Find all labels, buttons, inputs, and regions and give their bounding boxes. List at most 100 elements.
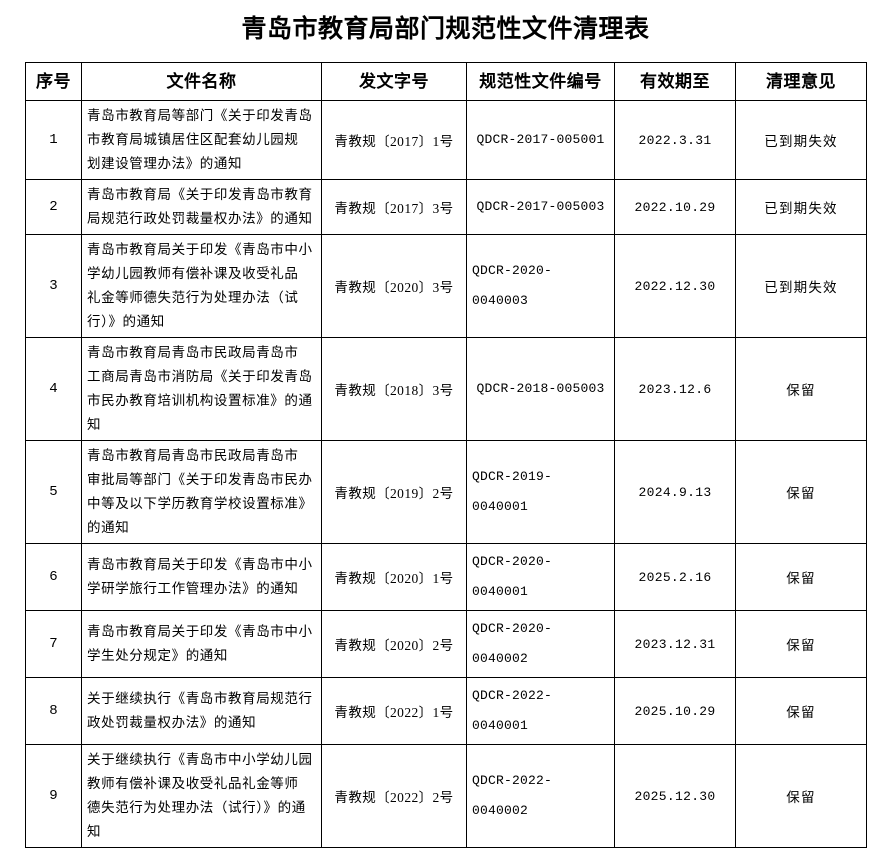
cell-document-code: QDCR-2020- 0040002: [466, 610, 615, 678]
document-name-line: 学研学旅行工作管理办法》的通知: [87, 581, 299, 596]
cell-valid-until: 2025.2.16: [614, 543, 736, 611]
document-name-line: 划建设管理办法》的通知: [87, 156, 243, 171]
cell-cleanup-opinion: 保留: [735, 610, 867, 678]
cell-issue-number: 青教规〔2020〕3号: [321, 234, 467, 338]
cell-valid-until: 2022.3.31: [614, 100, 736, 180]
document-code-line: QDCR-2020-: [472, 263, 553, 278]
table-header: 序号 文件名称 发文字号 规范性文件编号 有效期至 清理意见: [25, 62, 867, 101]
cell-sequence: 6: [25, 543, 82, 611]
table-body: 1 青岛市教育局等部门《关于印发青岛 市教育局城镇居住区配套幼儿园规 划建设管理办法》…: [25, 100, 867, 848]
cell-document-name: 青岛市教育局关于印发《青岛市中小 学生处分规定》的通知: [81, 610, 322, 678]
cell-valid-until: 2022.12.30: [614, 234, 736, 338]
document-name-line: 青岛市教育局青岛市民政局青岛市: [87, 448, 299, 463]
document-name-line: 行）》的通知: [87, 314, 165, 329]
document-name-line: 知: [87, 417, 102, 432]
document-name-line: 青岛市教育局《关于印发青岛市教育: [87, 187, 313, 202]
cell-issue-number: 青教规〔2017〕3号: [321, 179, 467, 235]
document-name-line: 市民办教育培训机构设置标准》的通: [87, 393, 313, 408]
column-header-document-name: 文件名称: [81, 62, 322, 101]
cell-cleanup-opinion: 已到期失效: [735, 100, 867, 180]
document-code-line: QDCR-2019-: [472, 469, 553, 484]
table-row: 9 关于继续执行《青岛市中小学幼儿园 教师有偿补课及收受礼品礼金等师 德失范行为处理办…: [25, 744, 867, 848]
cell-valid-until: 2022.10.29: [614, 179, 736, 235]
cell-document-name: 青岛市教育局青岛市民政局青岛市 工商局青岛市消防局《关于印发青岛 市民办教育培训机构…: [81, 337, 322, 441]
cell-valid-until: 2025.12.30: [614, 744, 736, 848]
regulatory-document-cleanup-table: 序号 文件名称 发文字号 规范性文件编号 有效期至 清理意见 1 青岛市教育局等部…: [25, 62, 867, 848]
document-code-line: 0040003: [472, 293, 529, 308]
cell-document-code: QDCR-2022- 0040002: [466, 744, 615, 848]
cell-sequence: 1: [25, 100, 82, 180]
cell-valid-until: 2025.10.29: [614, 677, 736, 745]
column-header-valid-until: 有效期至: [614, 62, 736, 101]
column-header-document-code: 规范性文件编号: [466, 62, 615, 101]
document-name-line: 关于继续执行《青岛市教育局规范行: [87, 691, 313, 706]
cell-valid-until: 2023.12.6: [614, 337, 736, 441]
document-name-line: 工商局青岛市消防局《关于印发青岛: [87, 369, 313, 384]
document-code-line: QDCR-2017-005001: [476, 132, 605, 147]
cell-sequence: 7: [25, 610, 82, 678]
document-name-line: 知: [87, 824, 102, 839]
table-row: 1 青岛市教育局等部门《关于印发青岛 市教育局城镇居住区配套幼儿园规 划建设管理办法》…: [25, 100, 867, 180]
document-code-line: QDCR-2022-: [472, 773, 553, 788]
cell-sequence: 2: [25, 179, 82, 235]
cell-document-code: QDCR-2017-005001: [466, 100, 615, 180]
document-code-line: 0040002: [472, 651, 529, 666]
document-code-line: QDCR-2022-: [472, 688, 553, 703]
table-container: 序号 文件名称 发文字号 规范性文件编号 有效期至 清理意见 1 青岛市教育局等部…: [25, 62, 867, 848]
cell-document-name: 青岛市教育局《关于印发青岛市教育 局规范行政处罚裁量权办法》的通知: [81, 179, 322, 235]
cell-document-code: QDCR-2017-005003: [466, 179, 615, 235]
document-name-line: 学幼儿园教师有偿补课及收受礼品: [87, 266, 299, 281]
document-name-line: 市教育局城镇居住区配套幼儿园规: [87, 132, 299, 147]
cell-cleanup-opinion: 保留: [735, 543, 867, 611]
cell-document-name: 关于继续执行《青岛市教育局规范行 政处罚裁量权办法》的通知: [81, 677, 322, 745]
table-row: 8 关于继续执行《青岛市教育局规范行 政处罚裁量权办法》的通知 青教规〔2022〕1号…: [25, 677, 867, 745]
document-code-line: 0040002: [472, 803, 529, 818]
table-row: 3 青岛市教育局关于印发《青岛市中小 学幼儿园教师有偿补课及收受礼品 礼金等师德失范行…: [25, 234, 867, 338]
page-title: 青岛市教育局部门规范性文件清理表: [241, 15, 650, 43]
column-header-sequence: 序号: [25, 62, 82, 101]
document-name-line: 德失范行为处理办法（试行）》的通: [87, 800, 306, 815]
cell-document-code: QDCR-2020- 0040001: [466, 543, 615, 611]
cell-issue-number: 青教规〔2020〕1号: [321, 543, 467, 611]
column-header-opinion: 清理意见: [735, 62, 867, 101]
cell-sequence: 3: [25, 234, 82, 338]
document-page: 青岛市教育局部门规范性文件清理表 序号 文件名称 发文字号 规范性文件编号 有效…: [25, 15, 867, 848]
cell-document-code: QDCR-2018-005003: [466, 337, 615, 441]
document-code-line: QDCR-2018-005003: [476, 381, 605, 396]
document-name-line: 学生处分规定》的通知: [87, 648, 228, 663]
document-name-line: 青岛市教育局关于印发《青岛市中小: [87, 242, 313, 257]
cell-document-name: 青岛市教育局等部门《关于印发青岛 市教育局城镇居住区配套幼儿园规 划建设管理办法》的…: [81, 100, 322, 180]
cell-document-name: 青岛市教育局关于印发《青岛市中小 学幼儿园教师有偿补课及收受礼品 礼金等师德失范行为…: [81, 234, 322, 338]
document-name-line: 礼金等师德失范行为处理办法（试: [87, 290, 299, 305]
table-row: 5 青岛市教育局青岛市民政局青岛市 审批局等部门《关于印发青岛市民办 中等及以下学历教…: [25, 440, 867, 544]
document-name-line: 关于继续执行《青岛市中小学幼儿园: [87, 752, 313, 767]
document-name-line: 审批局等部门《关于印发青岛市民办: [87, 472, 313, 487]
document-code-line: QDCR-2020-: [472, 621, 553, 636]
cell-document-code: QDCR-2020- 0040003: [466, 234, 615, 338]
document-name-line: 青岛市教育局等部门《关于印发青岛: [87, 108, 313, 123]
document-name-line: 政处罚裁量权办法》的通知: [87, 715, 257, 730]
document-name-line: 青岛市教育局关于印发《青岛市中小: [87, 557, 313, 572]
document-code-line: 0040001: [472, 499, 529, 514]
cell-cleanup-opinion: 保留: [735, 440, 867, 544]
document-code-line: QDCR-2017-005003: [476, 199, 605, 214]
document-code-line: 0040001: [472, 584, 529, 599]
cell-sequence: 8: [25, 677, 82, 745]
cell-document-code: QDCR-2019- 0040001: [466, 440, 615, 544]
cell-issue-number: 青教规〔2020〕2号: [321, 610, 467, 678]
cell-document-code: QDCR-2022- 0040001: [466, 677, 615, 745]
column-header-issue-number: 发文字号: [321, 62, 467, 101]
document-name-line: 青岛市教育局关于印发《青岛市中小: [87, 624, 313, 639]
cell-cleanup-opinion: 保留: [735, 337, 867, 441]
table-row: 4 青岛市教育局青岛市民政局青岛市 工商局青岛市消防局《关于印发青岛 市民办教育培训机…: [25, 337, 867, 441]
table-header-row: 序号 文件名称 发文字号 规范性文件编号 有效期至 清理意见: [25, 62, 867, 101]
cell-document-name: 关于继续执行《青岛市中小学幼儿园 教师有偿补课及收受礼品礼金等师 德失范行为处理办法…: [81, 744, 322, 848]
cell-issue-number: 青教规〔2018〕3号: [321, 337, 467, 441]
cell-document-name: 青岛市教育局关于印发《青岛市中小 学研学旅行工作管理办法》的通知: [81, 543, 322, 611]
cell-issue-number: 青教规〔2022〕1号: [321, 677, 467, 745]
cell-issue-number: 青教规〔2022〕2号: [321, 744, 467, 848]
cell-sequence: 9: [25, 744, 82, 848]
table-row: 6 青岛市教育局关于印发《青岛市中小 学研学旅行工作管理办法》的通知 青教规〔2020…: [25, 543, 867, 611]
document-name-line: 的通知: [87, 520, 130, 535]
cell-cleanup-opinion: 已到期失效: [735, 179, 867, 235]
